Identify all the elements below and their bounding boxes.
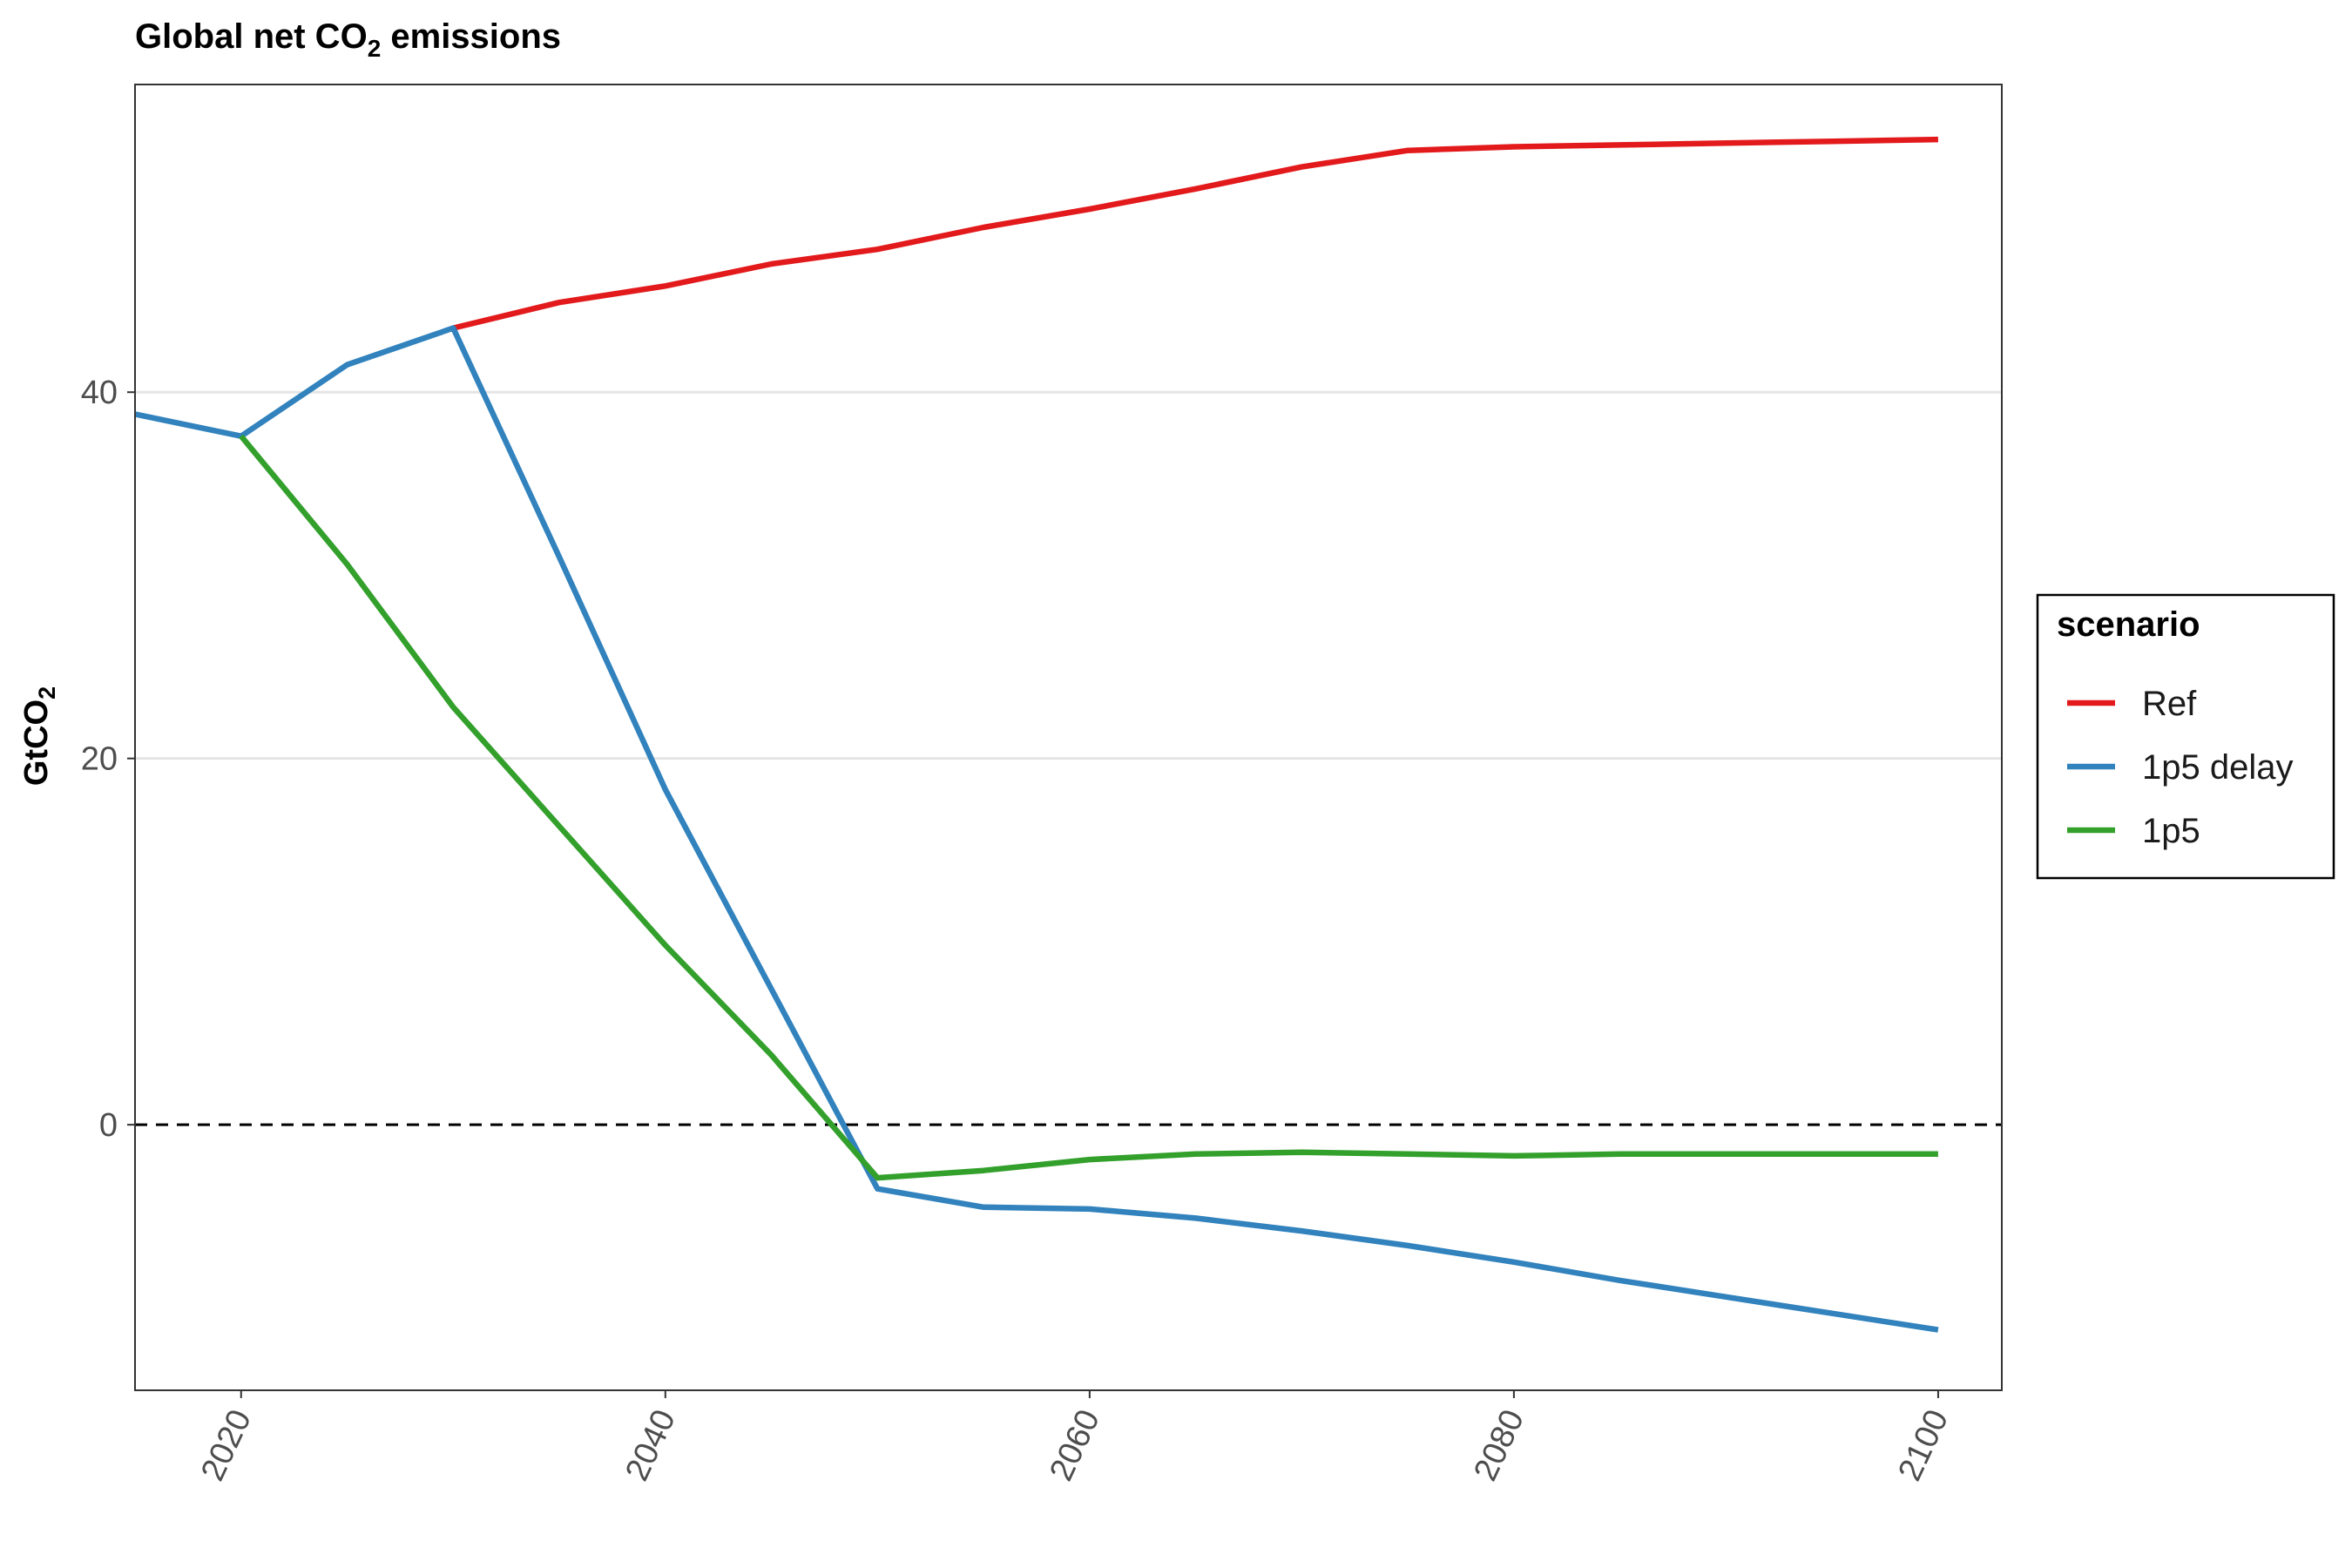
legend-label-1p5: 1p5 [2142, 812, 2200, 850]
plot-panel-border [134, 84, 2003, 1391]
x-axis: 2020 2040 2060 2080 2100 [194, 1390, 1956, 1486]
y-axis-label-main: GtCO [18, 700, 55, 786]
y-axis-label: GtCO2 [18, 686, 60, 786]
series-line-ref [452, 136, 1938, 331]
x-tick-label-2100: 2100 [1891, 1404, 1956, 1486]
legend-entries: Ref 1p5 delay 1p5 [2067, 685, 2293, 850]
gridlines [135, 390, 2002, 760]
series-line-1p5 [239, 434, 1938, 1181]
x-tick-label-2060: 2060 [1043, 1404, 1107, 1486]
chart-title: Global net CO2 emissions [135, 17, 561, 62]
chart-title-main: Global net CO [135, 17, 368, 56]
y-axis: 0 20 40 [81, 375, 135, 1144]
x-tick-label-2020: 2020 [194, 1404, 259, 1486]
chart-title-suffix: emissions [381, 17, 561, 56]
chart-title-subscript: 2 [368, 35, 382, 62]
legend-label-1p5-delay: 1p5 delay [2142, 748, 2293, 787]
series-lines [134, 136, 1939, 1333]
series-line-1p5-delay [134, 325, 1939, 1333]
y-tick-label-0: 0 [99, 1107, 118, 1144]
y-tick-label-20: 20 [81, 741, 118, 778]
y-tick-label-40: 40 [81, 375, 118, 411]
legend-title: scenario [2057, 605, 2200, 644]
x-tick-label-2040: 2040 [618, 1404, 683, 1486]
y-axis-label-subscript: 2 [34, 686, 60, 700]
legend-label-ref: Ref [2142, 685, 2197, 723]
legend: scenario Ref 1p5 delay 1p5 [2036, 593, 2335, 880]
x-tick-label-2080: 2080 [1467, 1404, 1531, 1486]
